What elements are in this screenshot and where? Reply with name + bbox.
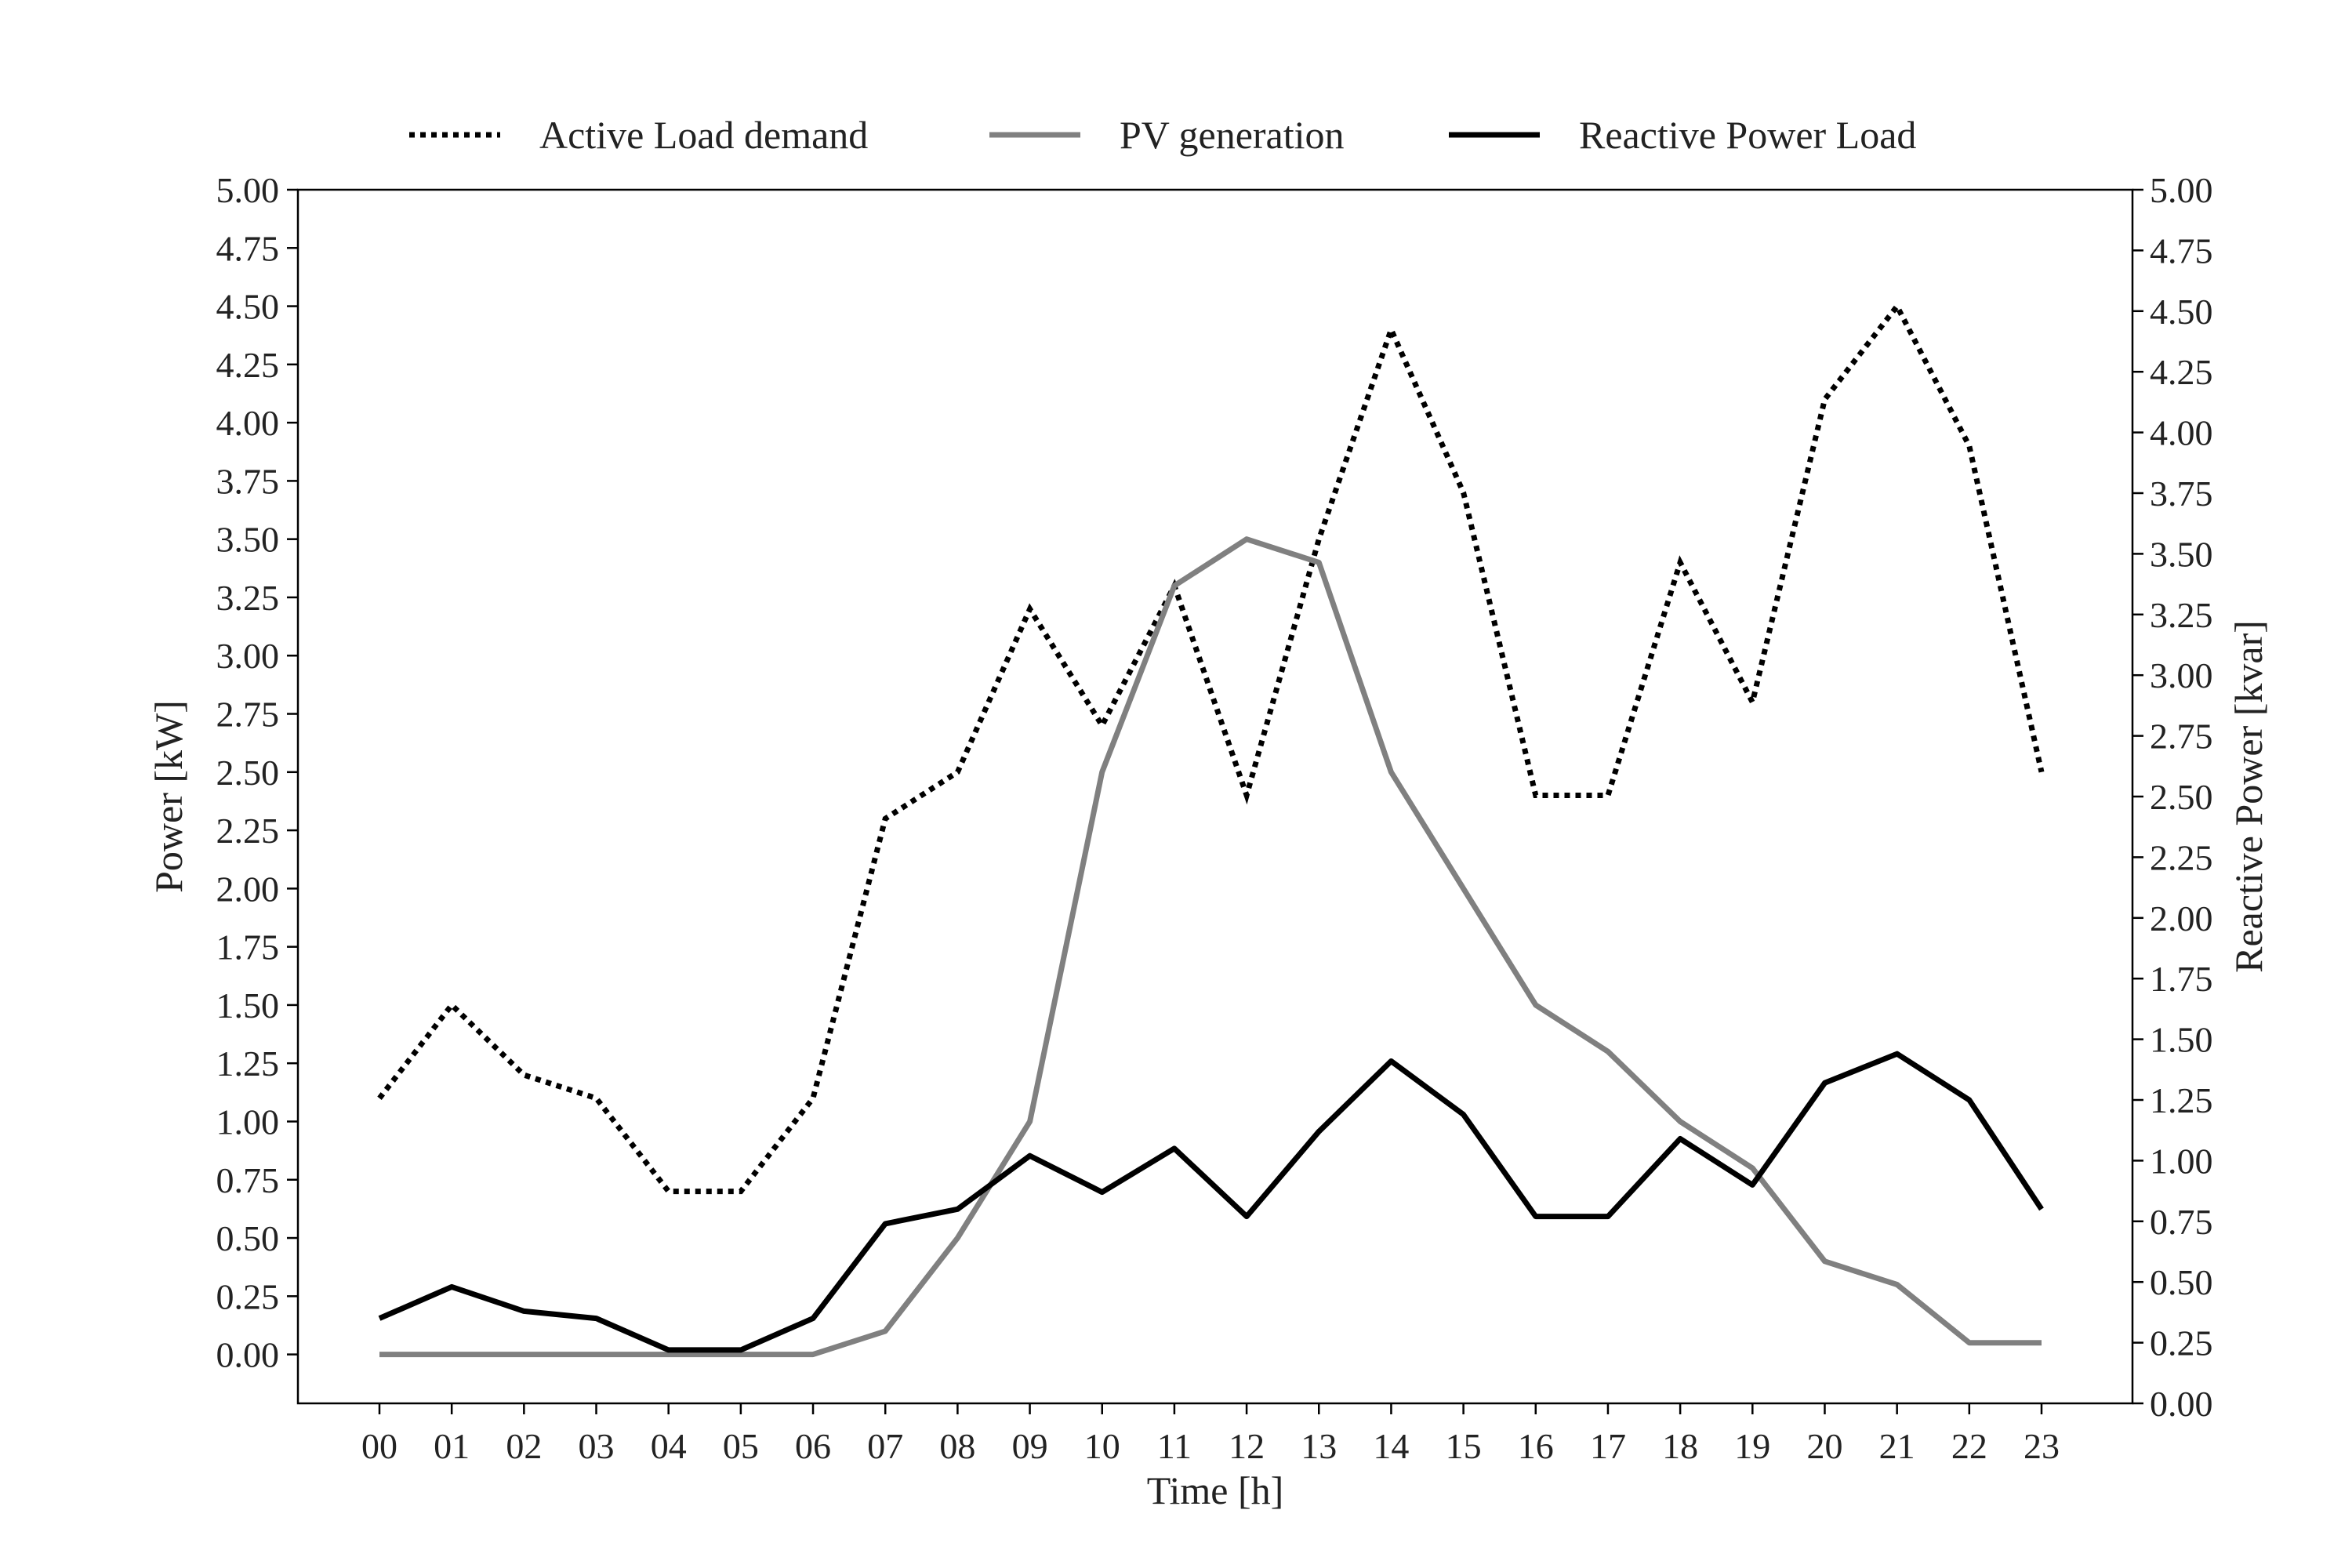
x-axis-title: Time [h] [1147,1468,1284,1512]
x-tick-label: 22 [1951,1426,1987,1466]
right-y-tick-label: 1.75 [2150,959,2213,999]
left-y-tick-label: 1.50 [216,985,280,1025]
x-tick-label: 23 [2024,1426,2060,1466]
left-y-tick-label: 2.25 [216,811,280,851]
series-line-2 [378,1051,2044,1353]
x-tick-label: 05 [723,1426,759,1466]
x-tick-label: 21 [1879,1426,1915,1466]
series-line-1 [379,536,2042,1358]
right-y-tick-label: 3.75 [2150,474,2213,514]
right-y-tick-label: 4.00 [2150,413,2213,453]
x-tick-label: 07 [867,1426,903,1466]
right-y-tick-label: 0.75 [2150,1202,2213,1242]
left-y-tick-label: 4.50 [216,287,280,327]
right-y-tick-label: 5.00 [2150,170,2213,210]
left-y-tick-label: 0.75 [216,1160,280,1200]
x-tick-label: 00 [361,1426,397,1466]
right-y-tick-label: 3.50 [2150,534,2213,574]
x-tick-label: 01 [434,1426,470,1466]
x-tick-label: 15 [1446,1426,1482,1466]
left-y-tick-label: 4.25 [216,345,280,385]
right-y-tick-label: 2.25 [2150,837,2213,877]
left-y-tick-label: 3.50 [216,520,280,560]
right-y-tick-label: 0.50 [2150,1262,2213,1302]
left-y-tick-label: 1.25 [216,1044,280,1083]
x-tick-label: 18 [1662,1426,1698,1466]
left-y-tick-label: 3.00 [216,636,280,676]
left-y-tick-label: 0.25 [216,1276,280,1316]
right-y-tick-label: 3.00 [2150,655,2213,695]
x-tick-label: 17 [1590,1426,1626,1466]
left-y-tick-label: 2.00 [216,869,280,909]
left-y-tick-label: 1.00 [216,1102,280,1142]
right-y-tick-label: 0.25 [2150,1323,2213,1363]
x-tick-label: 14 [1373,1426,1409,1466]
plot-area-frame [296,188,2134,1405]
x-tick-label: 13 [1301,1426,1337,1466]
right-y-axis: 0.00 0.25 0.50 0.75 1.00 1.25 1.50 1.75 2.00 2.25… [2132,170,2213,1424]
series-line-0 [377,301,2045,1195]
left-y-tick-label: 1.75 [216,927,280,967]
left-y-tick-label: 4.75 [216,228,280,268]
left-y-tick-label: 5.00 [216,170,280,210]
right-y-tick-label: 4.75 [2150,230,2213,270]
left-y-axis-title: Power [kW] [147,700,191,893]
right-y-tick-label: 2.00 [2150,898,2213,938]
x-tick-label: 04 [651,1426,687,1466]
x-tick-label: 11 [1157,1426,1192,1466]
left-y-tick-label: 2.75 [216,695,280,735]
right-y-tick-label: 4.50 [2150,292,2213,332]
right-y-tick-label: 1.50 [2150,1020,2213,1060]
right-y-tick-label: 4.25 [2150,352,2213,392]
legend-label-0: Active Load demand [539,113,868,157]
right-y-tick-label: 1.25 [2150,1080,2213,1120]
x-tick-label: 10 [1084,1426,1120,1466]
right-y-tick-label: 2.75 [2150,717,2213,757]
left-y-tick-label: 2.50 [216,753,280,793]
legend-label-1: PV generation [1120,113,1345,157]
x-tick-label: 08 [939,1426,975,1466]
x-tick-label: 12 [1229,1426,1265,1466]
legend-label-2: Reactive Power Load [1579,113,1916,157]
left-y-tick-label: 0.00 [216,1335,280,1375]
left-y-tick-label: 0.50 [216,1218,280,1258]
right-y-tick-label: 0.00 [2150,1384,2213,1424]
right-y-tick-label: 2.50 [2150,777,2213,817]
series-layer [377,301,2045,1358]
right-y-axis-title: Reactive Power [kvar] [2227,620,2270,973]
x-tick-label: 09 [1012,1426,1048,1466]
x-tick-label: 20 [1806,1426,1842,1466]
x-tick-label: 03 [579,1426,615,1466]
x-tick-label: 19 [1734,1426,1770,1466]
left-y-tick-label: 3.25 [216,578,280,618]
left-y-axis: 0.00 0.25 0.50 0.75 1.00 1.25 1.50 1.75 2.00 2.25… [216,170,298,1375]
x-tick-label: 06 [795,1426,831,1466]
legend: Active Load demand PV generation Reactive … [409,113,1916,157]
left-y-tick-label: 3.75 [216,461,280,501]
left-y-tick-label: 4.00 [216,403,280,443]
right-y-tick-label: 3.25 [2150,595,2213,635]
x-tick-label: 02 [506,1426,542,1466]
right-y-tick-label: 1.00 [2150,1141,2213,1181]
x-tick-label: 16 [1518,1426,1554,1466]
x-axis: 00 01 02 03 04 05 06 07 08 09 10 11 12 13 14 15 16 17 18 19… [361,1403,2060,1466]
